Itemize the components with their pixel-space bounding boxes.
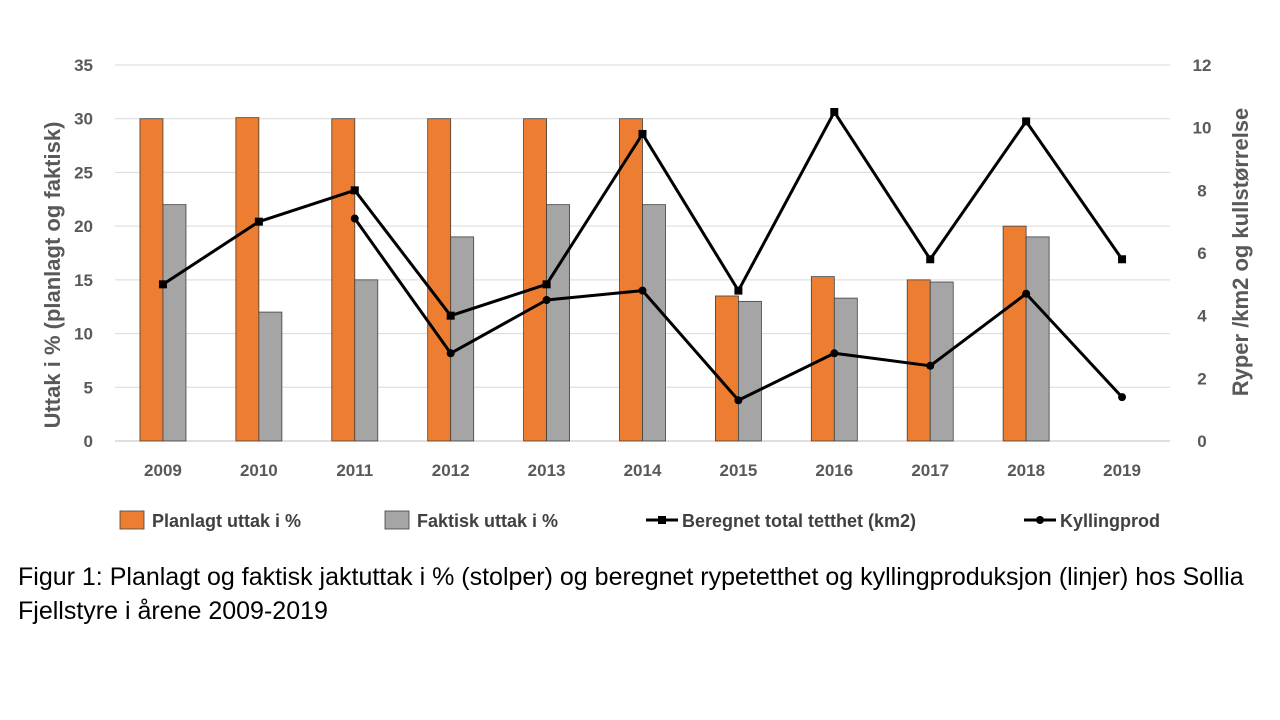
right-tick-label: 0 xyxy=(1197,432,1206,451)
left-tick-label: 20 xyxy=(74,217,93,236)
marker-tetthet xyxy=(1118,255,1127,264)
right-axis-title: Ryper /km2 og kullstørrelse xyxy=(1228,108,1253,397)
marker-kyllingprod xyxy=(350,214,359,223)
x-tick-label: 2009 xyxy=(144,461,182,480)
left-tick-label: 30 xyxy=(74,110,93,129)
legend-marker xyxy=(658,516,666,524)
bar-faktisk xyxy=(162,204,187,442)
x-tick-label: 2011 xyxy=(336,461,373,480)
bar-planlagt xyxy=(235,117,260,442)
left-tick-label: 0 xyxy=(84,432,93,451)
legend-swatch xyxy=(384,510,410,530)
legend-label: Planlagt uttak i % xyxy=(152,511,301,531)
legend-label: Kyllingprod xyxy=(1060,511,1160,531)
left-tick-label: 10 xyxy=(74,325,93,344)
caption-lead: Figur 1: xyxy=(18,563,103,591)
marker-tetthet xyxy=(254,217,263,226)
marker-kyllingprod xyxy=(734,396,743,405)
x-tick-label: 2016 xyxy=(815,461,853,480)
marker-kyllingprod xyxy=(1022,289,1031,298)
left-tick-label: 5 xyxy=(84,378,93,397)
marker-kyllingprod xyxy=(638,286,647,295)
left-tick-label: 25 xyxy=(74,163,93,182)
x-axis-ticks: 2009 2010 2011 2012 2013 2014 2015 2016 2017 2018… xyxy=(144,461,1141,480)
left-tick-label: 35 xyxy=(74,56,93,75)
marker-kyllingprod xyxy=(1118,393,1127,402)
left-tick-label: 15 xyxy=(74,271,93,290)
line-series xyxy=(158,108,1127,405)
marker-kyllingprod xyxy=(830,349,839,358)
legend-label: Faktisk uttak i % xyxy=(417,511,558,531)
left-axis-title: Uttak i % (planlagt og faktisk) xyxy=(40,122,65,429)
marker-kyllingprod xyxy=(446,349,455,358)
marker-kyllingprod xyxy=(926,361,935,370)
bar-planlagt xyxy=(523,118,547,442)
bar-planlagt xyxy=(331,118,356,442)
legend: Planlagt uttak i % Faktisk uttak i % Bereg… xyxy=(119,510,1160,531)
right-tick-label: 8 xyxy=(1197,181,1206,200)
x-tick-label: 2012 xyxy=(432,461,470,480)
x-tick-label: 2015 xyxy=(719,461,757,480)
x-tick-label: 2018 xyxy=(1007,461,1045,480)
bar-planlagt xyxy=(1002,225,1027,442)
right-tick-label: 12 xyxy=(1193,56,1212,75)
x-tick-label: 2014 xyxy=(624,461,662,480)
bar-faktisk xyxy=(1025,236,1050,442)
x-tick-label: 2013 xyxy=(528,461,566,480)
bar-faktisk xyxy=(642,204,666,442)
caption-text: Planlagt og faktisk jaktuttak i % (stolp… xyxy=(18,563,1244,625)
marker-tetthet xyxy=(350,186,359,195)
bar-planlagt xyxy=(139,118,164,442)
combo-chart: 0 5 10 15 20 25 30 35 0 2 4 6 8 10 12 2009 2010 2011 201… xyxy=(40,56,1253,531)
bar-planlagt xyxy=(906,279,931,442)
marker-tetthet xyxy=(1022,117,1031,126)
right-tick-label: 10 xyxy=(1193,119,1212,138)
bar-series xyxy=(139,117,1050,442)
right-tick-label: 2 xyxy=(1197,369,1206,388)
marker-kyllingprod xyxy=(542,296,551,304)
legend-label: Beregnet total tetthet (km2) xyxy=(682,511,916,531)
bar-faktisk xyxy=(258,311,283,442)
legend-marker xyxy=(1036,516,1044,524)
bar-faktisk xyxy=(450,236,475,442)
bar-faktisk xyxy=(546,204,570,442)
bar-faktisk xyxy=(929,281,954,442)
right-tick-label: 4 xyxy=(1197,307,1207,326)
bar-faktisk xyxy=(833,297,858,442)
right-axis-ticks: 0 2 4 6 8 10 12 xyxy=(1193,56,1212,451)
x-tick-label: 2019 xyxy=(1103,461,1141,480)
marker-tetthet xyxy=(446,311,455,320)
marker-tetthet xyxy=(158,280,167,289)
right-tick-label: 6 xyxy=(1197,244,1206,263)
bar-planlagt xyxy=(427,118,452,442)
marker-tetthet xyxy=(734,286,743,295)
bar-faktisk xyxy=(738,300,762,442)
x-tick-label: 2010 xyxy=(240,461,278,480)
figure-caption: Figur 1: Planlagt og faktisk jaktuttak i… xyxy=(18,560,1258,628)
bar-planlagt xyxy=(715,295,739,442)
marker-tetthet xyxy=(830,108,839,116)
marker-tetthet xyxy=(926,255,935,264)
legend-swatch xyxy=(119,510,145,530)
left-axis-ticks: 0 5 10 15 20 25 30 35 xyxy=(74,56,93,451)
bar-faktisk xyxy=(354,279,379,442)
marker-tetthet xyxy=(542,280,551,289)
x-tick-label: 2017 xyxy=(911,461,949,480)
marker-tetthet xyxy=(638,129,647,138)
